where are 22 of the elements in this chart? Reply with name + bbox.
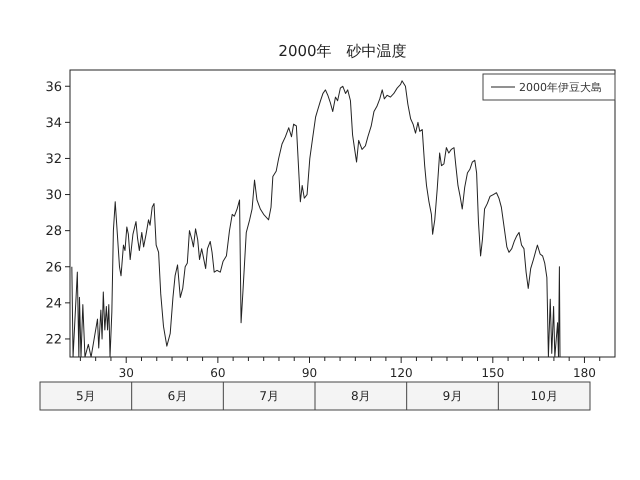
x-tick-label: 120 — [390, 366, 413, 380]
text: 8月 — [351, 389, 371, 404]
y-tick-label: 32 — [45, 152, 62, 167]
y-tick-label: 28 — [45, 224, 62, 240]
text: 10月 — [530, 389, 558, 404]
text: 6月 — [168, 389, 188, 404]
text: 9月 — [442, 389, 462, 404]
x-tick-label: 150 — [481, 366, 504, 380]
text: 7月 — [259, 389, 279, 404]
y-tick-label: 24 — [45, 296, 62, 312]
y-tick-label: 22 — [45, 332, 62, 348]
y-tick-label: 34 — [45, 116, 62, 131]
x-tick-label: 180 — [573, 366, 596, 380]
y-tick-label: 26 — [45, 260, 62, 276]
legend-label: 2000年伊豆大島 — [519, 80, 602, 94]
y-tick-label: 30 — [45, 188, 62, 204]
y-tick-label: 36 — [45, 80, 62, 95]
chart-title: 2000年 砂中温度 — [278, 42, 407, 60]
x-tick-label: 60 — [210, 366, 226, 380]
text: 5月 — [76, 389, 96, 404]
x-tick-label: 90 — [302, 366, 318, 380]
x-tick-label: 30 — [118, 366, 134, 380]
